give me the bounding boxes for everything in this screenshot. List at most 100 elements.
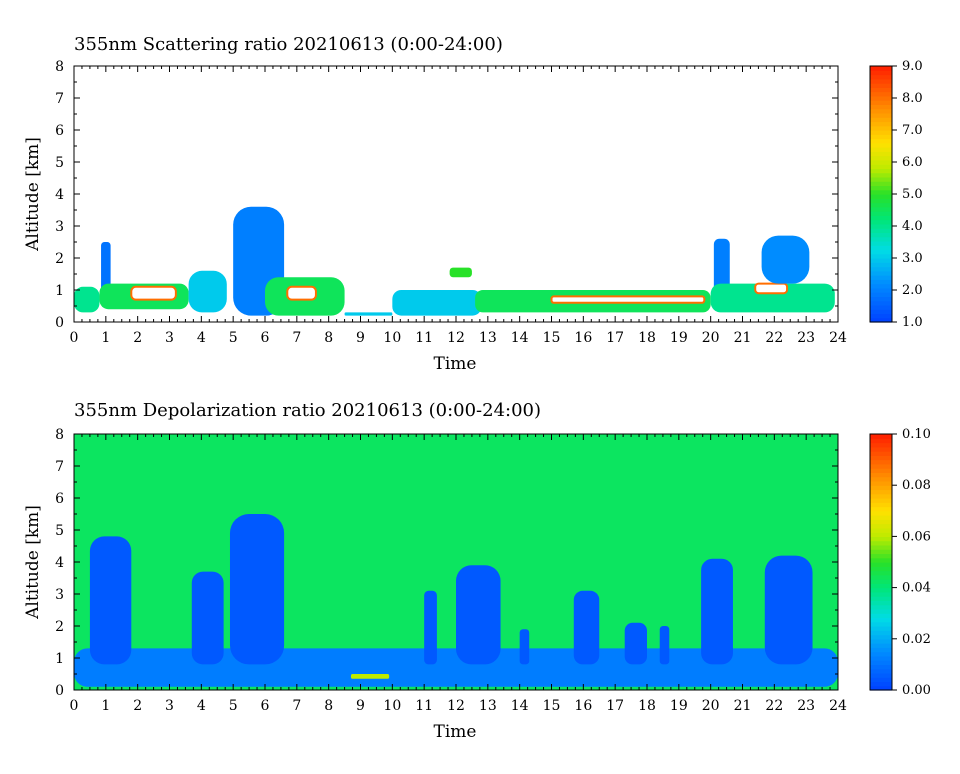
colorbar-segment <box>870 506 892 512</box>
scattering-ratio-plot-area <box>74 66 838 322</box>
colorbar-segment <box>870 638 892 644</box>
colorbar-segment <box>870 681 892 687</box>
heatmap-cell <box>130 285 177 301</box>
y-tick-label: 8 <box>55 427 64 443</box>
colorbar-segment <box>870 647 892 653</box>
heatmap-cell <box>713 238 730 297</box>
heatmap-cell <box>191 571 224 665</box>
heatmap-cell <box>764 555 813 665</box>
colorbar-segment <box>870 313 892 319</box>
colorbar-segment <box>870 240 892 246</box>
y-tick-label: 8 <box>55 59 64 75</box>
heatmap-cell <box>701 558 733 665</box>
colorbar-segment <box>870 570 892 576</box>
x-tick-label: 0 <box>70 330 79 346</box>
colorbar-segment <box>870 579 892 584</box>
y-tick-label: 0 <box>55 315 64 331</box>
colorbar-tick-label: 0.00 <box>902 683 931 698</box>
colorbar-segment <box>870 510 892 516</box>
x-tick-label: 17 <box>606 330 624 346</box>
colorbar-segment <box>870 459 892 465</box>
x-tick-label: 6 <box>261 698 270 714</box>
x-tick-label: 8 <box>324 698 333 714</box>
x-tick-label: 24 <box>829 330 847 346</box>
x-tick-label: 16 <box>574 330 592 346</box>
colorbar-segment <box>870 498 892 503</box>
heatmap-cell <box>550 295 706 304</box>
colorbar-segment <box>870 287 892 293</box>
colorbar-segment <box>870 206 892 212</box>
x-tick-label: 9 <box>356 330 365 346</box>
colorbar-segment <box>870 296 892 302</box>
x-tick-label: 16 <box>574 698 592 714</box>
colorbar-segment <box>870 117 892 123</box>
colorbar-segment <box>870 604 892 610</box>
colorbar-segment <box>870 164 892 169</box>
heatmap-cell <box>392 290 482 316</box>
colorbar-segment <box>870 476 892 482</box>
colorbar-segment <box>870 442 892 448</box>
colorbar-segment <box>870 87 892 93</box>
colorbar-segment <box>870 463 892 469</box>
x-tick-label: 10 <box>383 698 401 714</box>
colorbar-segment <box>870 630 892 636</box>
colorbar-segment <box>870 134 892 140</box>
heatmap-cell <box>573 590 600 665</box>
x-tick-label: 3 <box>165 698 174 714</box>
colorbar-segment <box>870 258 892 263</box>
x-tick-label: 18 <box>638 330 656 346</box>
x-tick-label: 21 <box>734 330 752 346</box>
y-axis-label: Altitude [km] <box>23 137 43 252</box>
colorbar-tick-label: 8.0 <box>902 91 923 106</box>
colorbar-segment <box>870 176 892 182</box>
colorbar-segment <box>870 202 892 208</box>
heatmap-cell <box>229 514 285 665</box>
x-tick-label: 2 <box>133 330 142 346</box>
scattering-ratio-colorbar: 1.0 2.0 3.0 4.0 5.0 6.0 7.0 8.0 9.0 <box>869 59 923 330</box>
colorbar-segment <box>870 159 892 165</box>
colorbar-segment <box>870 553 892 559</box>
colorbar-segment <box>870 566 892 572</box>
x-tick-label: 17 <box>606 698 624 714</box>
colorbar-segment <box>870 283 892 289</box>
x-tick-label: 20 <box>702 698 720 714</box>
x-tick-label: 22 <box>765 330 783 346</box>
colorbar-segment <box>870 643 892 648</box>
colorbar-tick-label: 1.0 <box>902 315 923 330</box>
colorbar-tick-label: 4.0 <box>902 219 923 234</box>
x-tick-label: 13 <box>479 330 497 346</box>
colorbar-tick-label: 0.10 <box>902 427 931 442</box>
x-tick-label: 5 <box>229 698 238 714</box>
colorbar-segment <box>870 219 892 225</box>
colorbar-segment <box>870 527 892 533</box>
colorbar-segment <box>870 489 892 495</box>
x-tick-label: 10 <box>383 330 401 346</box>
depolarization-ratio-colorbar: 0.00 0.02 0.04 0.06 0.08 0.10 <box>869 427 931 698</box>
x-tick-label: 21 <box>734 698 752 714</box>
colorbar-segment <box>870 438 892 444</box>
heatmap-cell <box>286 285 317 301</box>
colorbar-segment <box>870 309 892 315</box>
x-tick-label: 15 <box>543 330 561 346</box>
x-tick-label: 4 <box>197 330 206 346</box>
colorbar-segment <box>870 502 892 508</box>
y-tick-label: 5 <box>55 523 64 539</box>
colorbar-segment <box>870 434 892 439</box>
colorbar-segment <box>870 83 892 88</box>
y-tick-label: 2 <box>55 251 64 267</box>
colorbar-segment <box>870 591 892 597</box>
scattering-ratio-axes: 0 1 2 3 4 5 6 7 8 9 10 11 12 13 14 15 16 17 18 19 20 21 22 23 24… <box>55 59 847 346</box>
y-tick-label: 3 <box>55 219 64 235</box>
y-tick-label: 7 <box>55 459 64 475</box>
heatmap-cell <box>519 629 530 665</box>
colorbar-segment <box>870 189 892 195</box>
heatmap-cell <box>754 282 789 295</box>
x-tick-label: 15 <box>543 698 561 714</box>
colorbar-segment <box>870 100 892 105</box>
colorbar-segment <box>870 262 892 268</box>
y-tick-label: 7 <box>55 91 64 107</box>
x-tick-label: 9 <box>356 698 365 714</box>
y-tick-label: 4 <box>55 555 64 571</box>
colorbar-segment <box>870 138 892 144</box>
colorbar-segment <box>870 304 892 310</box>
